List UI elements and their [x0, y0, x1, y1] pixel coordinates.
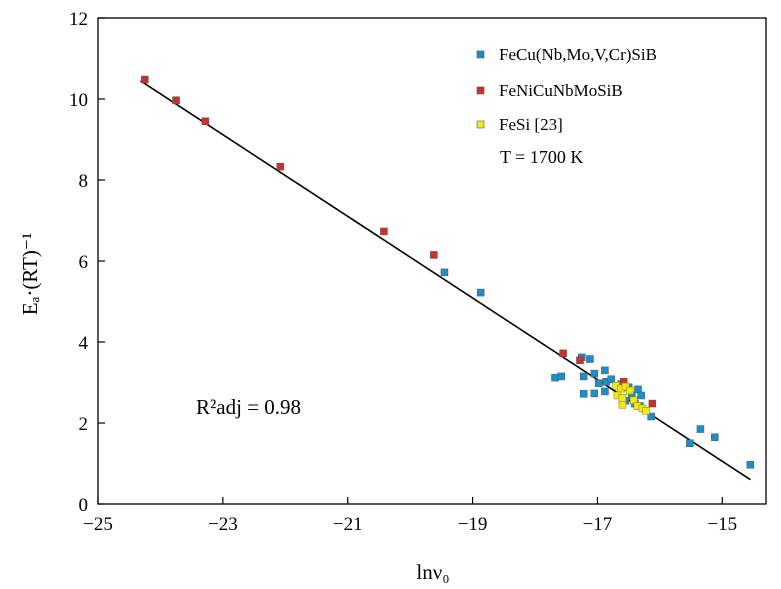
data-point — [172, 96, 180, 104]
data-point — [141, 75, 149, 84]
r2-annotation: R²adj = 0.98 — [196, 395, 301, 419]
x-tick-label: −23 — [208, 514, 238, 535]
data-point — [201, 117, 210, 126]
data-point — [648, 399, 657, 408]
data-point — [559, 349, 567, 358]
data-point — [601, 387, 609, 396]
y-tick-label: 0 — [79, 495, 89, 516]
data-point — [380, 227, 388, 236]
x-tick-label: −19 — [458, 514, 488, 535]
y-tick-label: 4 — [79, 333, 89, 354]
data-point — [557, 372, 565, 381]
x-tick-label: −21 — [333, 514, 363, 535]
x-tick-label: −15 — [707, 514, 737, 535]
y-tick-label: 2 — [79, 414, 89, 435]
data-point — [618, 394, 627, 402]
legend-swatch-feni — [476, 86, 485, 95]
data-point — [618, 401, 627, 409]
data-point — [746, 460, 755, 469]
data-point — [440, 268, 449, 277]
y-tick-label: 6 — [79, 252, 89, 273]
data-point — [711, 433, 719, 441]
plot-frame — [97, 17, 767, 505]
series-1 — [141, 75, 657, 408]
data-point — [642, 407, 650, 415]
data-point — [686, 439, 694, 447]
data-point — [594, 379, 603, 388]
series-2 — [612, 381, 650, 415]
y-tick-label: 10 — [69, 90, 88, 111]
data-point — [607, 375, 615, 384]
fit-line — [140, 80, 751, 481]
data-point — [576, 356, 584, 364]
data-point — [579, 390, 588, 398]
axis-ticks: −25 −23 −21 −19 −17 −15 0 2 4 6 8 10 12 — [69, 9, 737, 535]
data-point — [621, 382, 630, 391]
data-point — [276, 162, 285, 171]
legend-swatch-fesi — [476, 120, 485, 129]
legend-label-feni: FeNiCuNbMoSiB — [499, 81, 623, 100]
x-tick-label: −17 — [583, 514, 613, 535]
x-tick-label: −25 — [83, 514, 113, 535]
data-point — [551, 373, 559, 382]
legend-label-fecu: FeCu(Nb,Mo,V,Cr)SiB — [499, 45, 657, 64]
data-points — [141, 75, 755, 469]
legend-swatch-fecu — [476, 50, 485, 59]
series-0 — [440, 268, 755, 469]
data-point — [579, 372, 588, 381]
x-axis-title: lnν₀ — [416, 560, 449, 584]
data-point — [590, 389, 599, 398]
legend: FeCu(Nb,Mo,V,Cr)SiB FeNiCuNbMoSiB FeSi [… — [476, 45, 657, 134]
y-tick-label: 8 — [79, 171, 89, 192]
data-point — [637, 391, 645, 400]
data-point — [696, 425, 705, 433]
legend-label-fesi: FeSi [23] — [499, 115, 563, 134]
data-point — [601, 366, 609, 375]
data-point — [586, 355, 594, 363]
data-point — [626, 386, 634, 395]
data-point — [590, 369, 599, 378]
data-point — [476, 288, 485, 297]
temperature-annotation: T = 1700 K — [500, 147, 583, 167]
data-point — [430, 251, 438, 259]
y-tick-label: 12 — [69, 9, 88, 30]
y-axis-title: Eₐ·(RT)⁻¹ — [18, 233, 42, 316]
data-point — [647, 412, 655, 421]
regression-line — [140, 80, 751, 481]
